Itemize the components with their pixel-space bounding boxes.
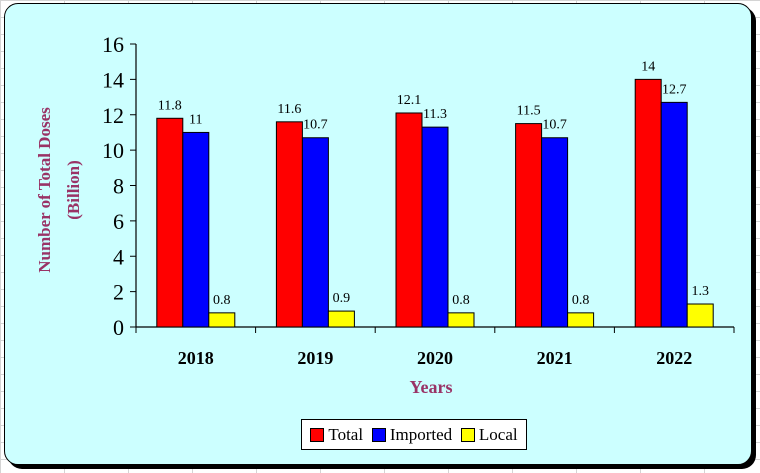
bar-marks (156, 78, 714, 328)
data-label-local-2019: 0.9 (333, 291, 351, 306)
y-tick-label: 16 (102, 32, 124, 57)
data-label-local-2020: 0.8 (452, 293, 470, 308)
legend-label-total: Total (328, 424, 364, 444)
bar-total-2022 (634, 78, 662, 328)
legend-swatch-local (460, 427, 475, 442)
data-label-total-2019: 11.6 (277, 102, 301, 117)
y-axis-title-line-2: (Billion) (64, 160, 83, 220)
chart-legend: Total Imported Local (301, 419, 527, 450)
y-tick-label: 10 (102, 138, 124, 163)
y-tick-label: 14 (102, 67, 124, 92)
data-label-imported-2020: 11.3 (423, 107, 447, 122)
x-tick-label-2019: 2019 (297, 348, 333, 368)
bar-imported-2019 (301, 137, 329, 328)
legend-swatch-total (310, 427, 325, 442)
bar-total-2021 (515, 123, 543, 328)
y-tick-label: 6 (113, 209, 124, 234)
data-label-imported-2019: 10.7 (303, 118, 328, 133)
data-label-local-2021: 0.8 (572, 293, 590, 308)
legend-item-total: Total (310, 425, 363, 445)
legend-label-local: Local (478, 424, 518, 444)
bar-total-2019 (275, 121, 303, 328)
data-label-total-2020: 12.1 (397, 93, 422, 108)
bar-local-2018 (208, 312, 236, 328)
bar-total-2020 (395, 112, 423, 328)
data-label-imported-2018: 11 (189, 112, 202, 127)
data-label-total-2021: 11.5 (517, 104, 541, 119)
y-tick-label: 4 (113, 244, 124, 269)
data-labels: 11.8110.811.610.70.912.111.30.811.510.70… (158, 59, 709, 307)
x-tick-label-2021: 2021 (537, 348, 573, 368)
bar-total-2018 (156, 117, 184, 328)
legend-item-imported: Imported (371, 424, 453, 445)
data-label-local-2018: 0.8 (213, 293, 231, 308)
x-axis-title: Years (410, 377, 453, 397)
y-axis-title-line-1: Number of Total Doses (35, 107, 54, 273)
x-tick-label-2020: 2020 (417, 348, 453, 368)
bar-local-2022 (686, 303, 714, 328)
bar-local-2019 (327, 310, 355, 328)
x-tick-label-2022: 2022 (656, 348, 692, 368)
x-tick-label-2018: 2018 (178, 348, 214, 368)
y-tick-label: 0 (113, 315, 124, 340)
legend-swatch-imported (371, 427, 386, 442)
data-label-total-2022: 14 (641, 59, 655, 74)
chart-panel (4, 3, 752, 465)
y-tick-label: 8 (113, 174, 124, 199)
bar-imported-2020 (421, 126, 449, 328)
bar-local-2021 (567, 312, 595, 328)
data-label-local-2022: 1.3 (691, 284, 709, 299)
data-label-total-2018: 11.8 (158, 98, 182, 113)
y-tick-label: 2 (113, 280, 124, 305)
data-label-imported-2022: 12.7 (662, 82, 687, 97)
bar-imported-2018 (182, 131, 210, 328)
bar-imported-2022 (660, 101, 688, 328)
legend-item-local: Local (460, 424, 518, 445)
bar-local-2020 (447, 312, 475, 328)
legend-label-imported: Imported (389, 424, 453, 444)
y-tick-label: 12 (102, 103, 124, 128)
x-tick-labels: 2018 2019 2020 2021 2022 (178, 348, 692, 368)
bar-imported-2021 (541, 137, 569, 328)
y-tick-labels: 0 2 4 6 8 10 12 14 16 (102, 32, 124, 340)
data-label-imported-2021: 10.7 (542, 118, 567, 133)
